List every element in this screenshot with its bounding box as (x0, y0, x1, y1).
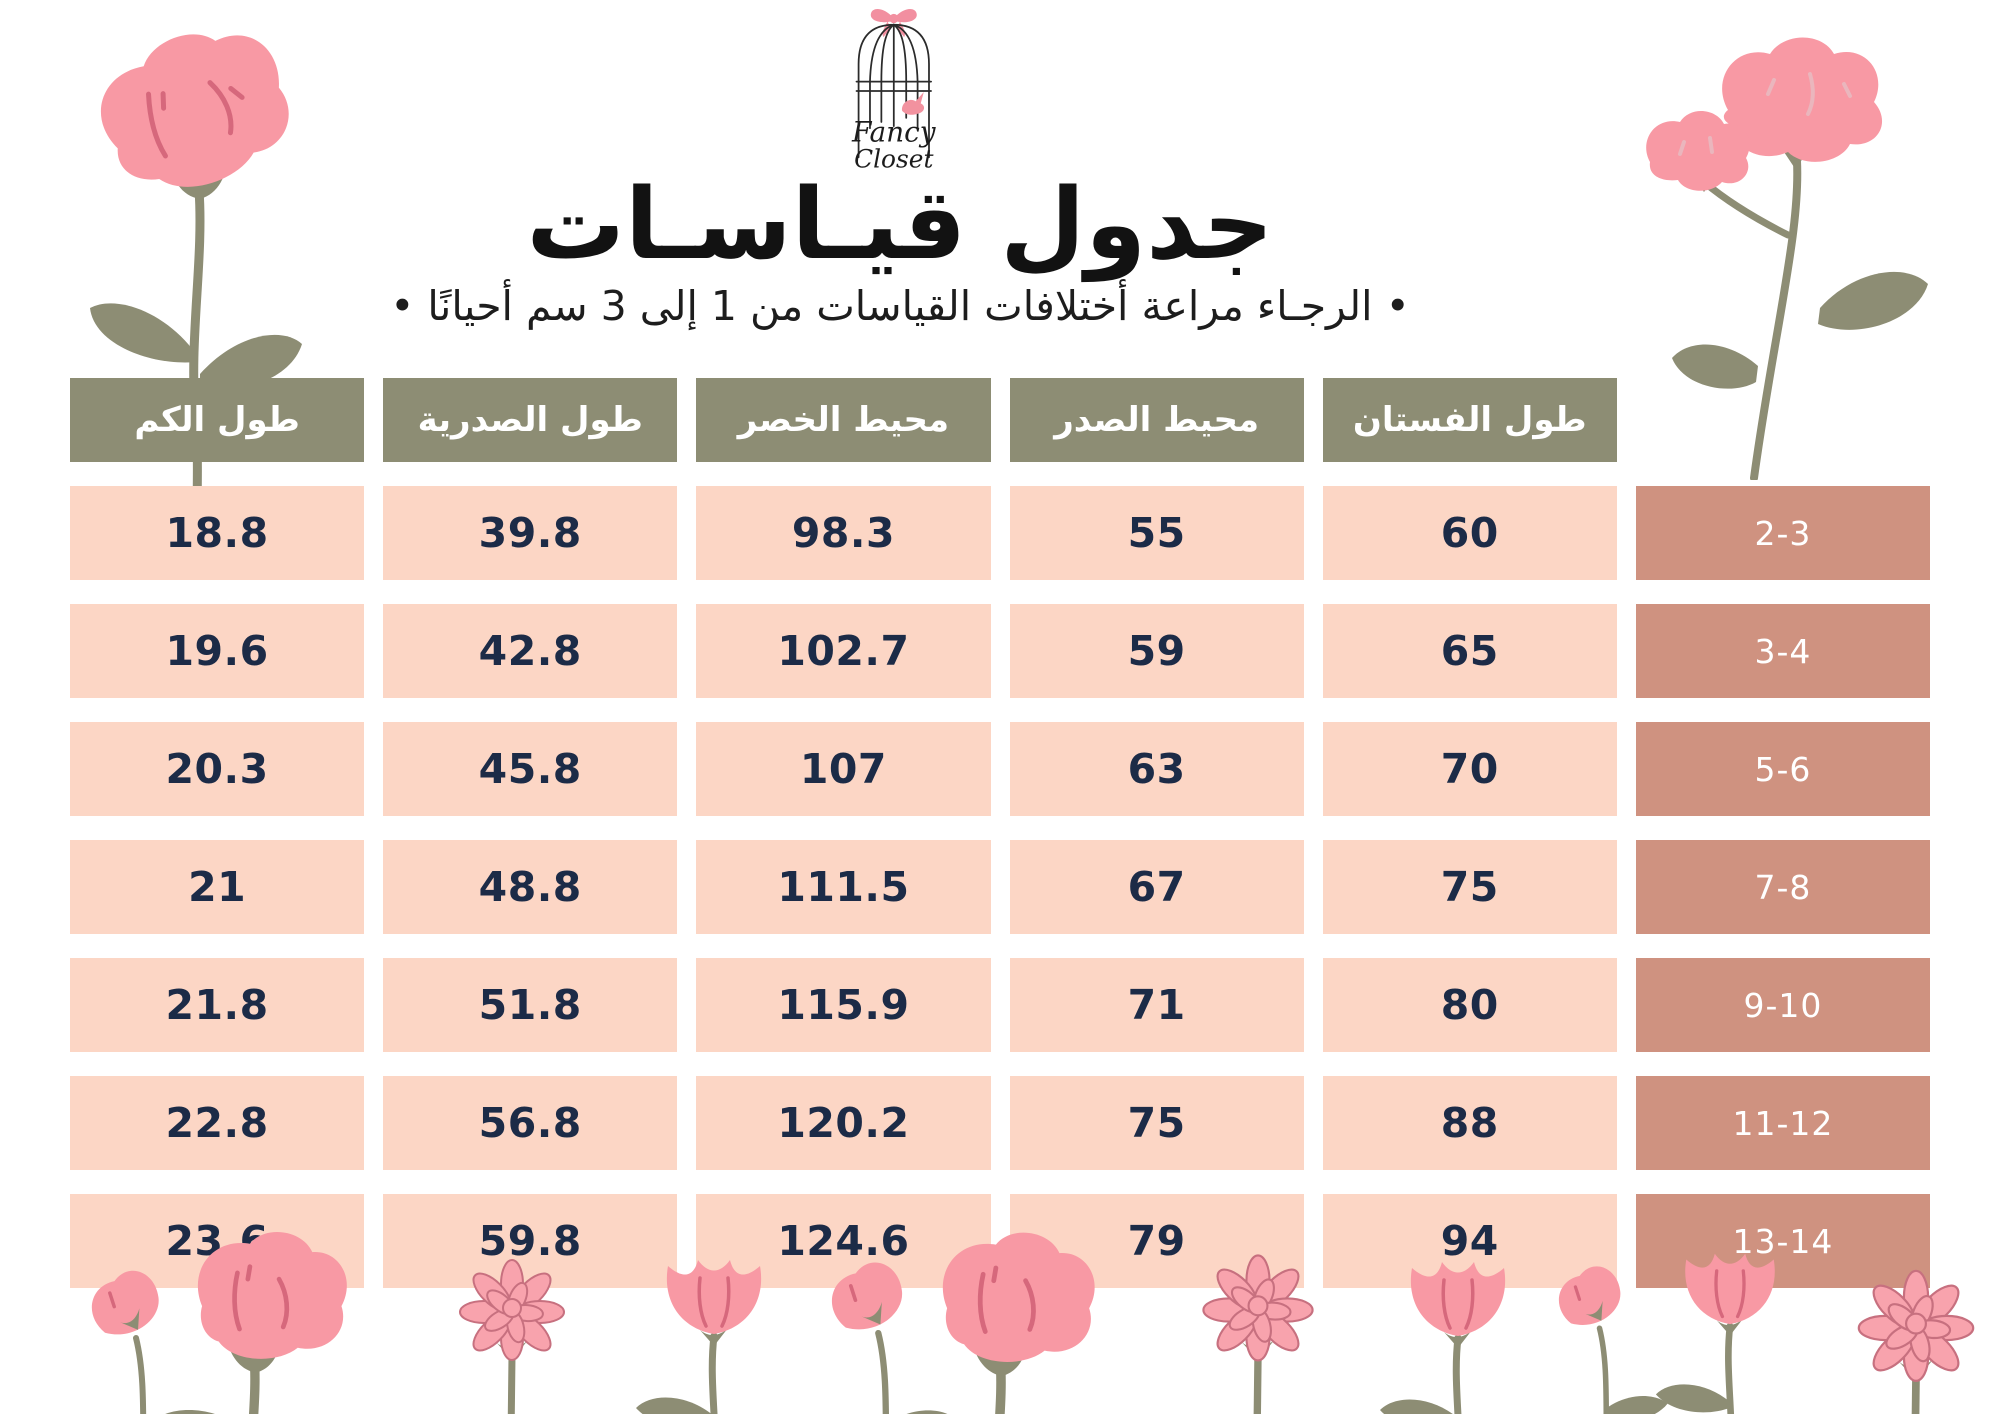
sleeve-length-cell: 23.6 (70, 1194, 365, 1288)
dress-length-cell: 88 (1322, 1076, 1617, 1170)
chest-cell: 75 (1009, 1076, 1304, 1170)
age-cell: 5-6 (1635, 722, 1930, 816)
chest-cell: 63 (1009, 722, 1304, 816)
bird-icon (901, 92, 925, 115)
sleeve-length-cell: 22.8 (70, 1076, 365, 1170)
age-cell: 11-12 (1635, 1076, 1930, 1170)
bodice-length-cell: 59.8 (383, 1194, 678, 1288)
column-header-dress-length: طول الفستان (1322, 378, 1617, 462)
age-cell: 3-4 (1635, 604, 1930, 698)
bodice-length-cell: 48.8 (383, 840, 678, 934)
column-header-bodice-length: طول الصدرية (383, 378, 678, 462)
dress-length-cell: 65 (1322, 604, 1617, 698)
waist-cell: 120.2 (696, 1076, 991, 1170)
bodice-length-cell: 39.8 (383, 486, 678, 580)
cage-icon (855, 23, 932, 159)
column-header-sleeve-length: طول الكم (70, 378, 365, 462)
chest-cell: 79 (1009, 1194, 1304, 1288)
dress-length-cell: 70 (1322, 722, 1617, 816)
column-header-waist: محيط الخصر (696, 378, 991, 462)
masthead: Fancy Closet جدول قيـاسـات • الرجـاء مرا… (0, 4, 1800, 330)
waist-cell: 102.7 (696, 604, 991, 698)
dress-length-cell: 80 (1322, 958, 1617, 1052)
age-cell: 2-3 (1635, 486, 1930, 580)
age-cell: 9-10 (1635, 958, 1930, 1052)
chest-cell: 59 (1009, 604, 1304, 698)
chest-cell: 55 (1009, 486, 1304, 580)
bodice-length-cell: 51.8 (383, 958, 678, 1052)
size-table: طول الفستان محيط الصدر محيط الخصر طول ال… (70, 378, 1930, 1288)
page-subtitle: • الرجـاء مراعة أختلافات القياسات من 1 إ… (390, 281, 1410, 330)
waist-cell: 111.5 (696, 840, 991, 934)
waist-cell: 107 (696, 722, 991, 816)
sleeve-length-cell: 18.8 (70, 486, 365, 580)
age-cell: 7-8 (1635, 840, 1930, 934)
birdcage-logo: Fancy Closet (851, 9, 937, 174)
waist-cell: 124.6 (696, 1194, 991, 1288)
bodice-length-cell: 45.8 (383, 722, 678, 816)
dress-length-cell: 60 (1322, 486, 1617, 580)
sleeve-length-cell: 20.3 (70, 722, 365, 816)
page-title: جدول قيـاسـات (526, 168, 1274, 282)
age-cell: 13-14 (1635, 1194, 1930, 1288)
bodice-length-cell: 42.8 (383, 604, 678, 698)
dress-length-cell: 94 (1322, 1194, 1617, 1288)
age-header-spacer (1636, 378, 1930, 462)
column-header-chest: محيط الصدر (1009, 378, 1304, 462)
brand-name-line1: Fancy (851, 116, 937, 149)
chest-cell: 67 (1009, 840, 1304, 934)
dress-length-cell: 75 (1322, 840, 1617, 934)
sleeve-length-cell: 21.8 (70, 958, 365, 1052)
waist-cell: 115.9 (696, 958, 991, 1052)
waist-cell: 98.3 (696, 486, 991, 580)
bodice-length-cell: 56.8 (383, 1076, 678, 1170)
brand-name-line2: Closet (854, 145, 934, 174)
sleeve-length-cell: 21 (70, 840, 365, 934)
sleeve-length-cell: 19.6 (70, 604, 365, 698)
chest-cell: 71 (1009, 958, 1304, 1052)
